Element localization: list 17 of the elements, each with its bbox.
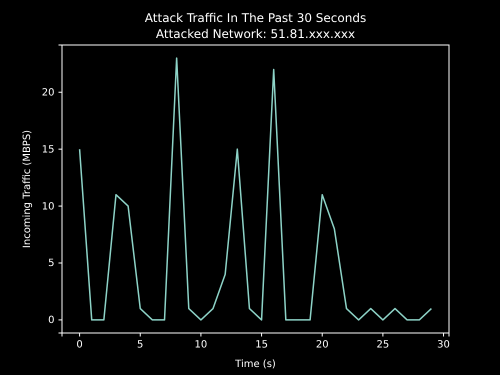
y-tick-label: 20 <box>42 87 54 98</box>
x-tick-label: 30 <box>437 340 450 351</box>
line-series <box>78 57 432 321</box>
x-tick-label: 25 <box>376 340 390 351</box>
chart-title: Attack Traffic In The Past 30 Seconds <box>144 11 366 25</box>
x-axis-title: Time (s) <box>234 359 276 370</box>
x-tick-label: 15 <box>255 340 268 351</box>
x-tick-label: 5 <box>137 340 144 351</box>
x-tick-label: 0 <box>76 340 83 351</box>
y-tick-label: 15 <box>42 144 54 156</box>
y-tick-label: 0 <box>48 315 54 326</box>
chart-subtitle: Attacked Network: 51.81.xxx.xxx <box>156 27 356 41</box>
x-tick-label: 10 <box>194 340 208 351</box>
y-axis-title: Incoming Traffic (MBPS) <box>22 130 33 248</box>
y-tick-label: 10 <box>42 201 54 212</box>
x-tick-label: 20 <box>316 340 329 351</box>
y-tick-label: 5 <box>48 258 54 270</box>
